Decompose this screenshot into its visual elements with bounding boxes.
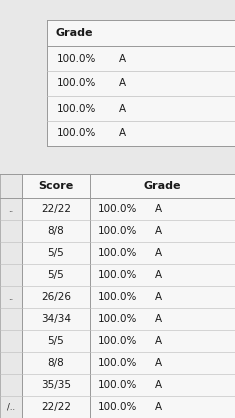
Text: A: A — [155, 292, 162, 302]
Text: ..: .. — [8, 204, 14, 214]
Text: 5/5: 5/5 — [48, 270, 64, 280]
Text: A: A — [155, 336, 162, 346]
Text: A: A — [155, 358, 162, 368]
Text: 8/8: 8/8 — [48, 226, 64, 236]
Text: 5/5: 5/5 — [48, 336, 64, 346]
Text: ..: .. — [8, 293, 14, 301]
Text: A: A — [119, 79, 126, 89]
Text: 35/35: 35/35 — [41, 380, 71, 390]
Text: A: A — [155, 204, 162, 214]
Text: 34/34: 34/34 — [41, 314, 71, 324]
Text: 100.0%: 100.0% — [57, 104, 96, 114]
Text: 100.0%: 100.0% — [98, 336, 137, 346]
Text: 100.0%: 100.0% — [98, 270, 137, 280]
Text: A: A — [155, 402, 162, 412]
Text: 100.0%: 100.0% — [57, 79, 96, 89]
Text: 5/5: 5/5 — [48, 248, 64, 258]
Text: Score: Score — [38, 181, 74, 191]
Text: A: A — [119, 104, 126, 114]
Text: 100.0%: 100.0% — [98, 314, 137, 324]
Text: 100.0%: 100.0% — [98, 226, 137, 236]
Text: 8/8: 8/8 — [48, 358, 64, 368]
Text: 100.0%: 100.0% — [98, 248, 137, 258]
Text: 100.0%: 100.0% — [57, 54, 96, 64]
Text: 100.0%: 100.0% — [98, 402, 137, 412]
Text: 100.0%: 100.0% — [98, 358, 137, 368]
Text: A: A — [119, 54, 126, 64]
Text: 100.0%: 100.0% — [98, 292, 137, 302]
Bar — [0, 174, 235, 418]
Bar — [0, 20, 235, 146]
Bar — [0, 146, 235, 174]
Text: A: A — [155, 270, 162, 280]
Text: 22/22: 22/22 — [41, 402, 71, 412]
Text: 100.0%: 100.0% — [98, 380, 137, 390]
Bar — [0, 174, 22, 418]
Text: 22/22: 22/22 — [41, 204, 71, 214]
Text: A: A — [155, 314, 162, 324]
Text: A: A — [155, 248, 162, 258]
Text: /..: /.. — [7, 403, 15, 411]
Text: 26/26: 26/26 — [41, 292, 71, 302]
Text: Grade: Grade — [144, 181, 181, 191]
Text: Grade: Grade — [55, 28, 93, 38]
Text: A: A — [155, 380, 162, 390]
Bar — [0, 20, 47, 146]
Text: 100.0%: 100.0% — [57, 128, 96, 138]
Text: A: A — [155, 226, 162, 236]
Text: A: A — [119, 128, 126, 138]
Text: 100.0%: 100.0% — [98, 204, 137, 214]
